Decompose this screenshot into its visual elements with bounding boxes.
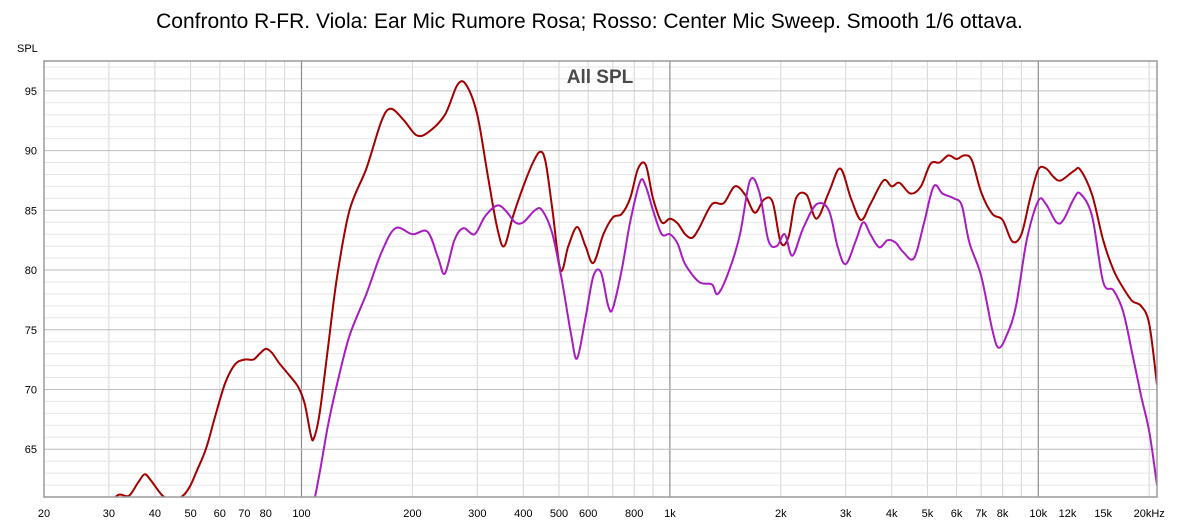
chart-title: Confronto R-FR. Viola: Ear Mic Rumore Ro…	[156, 10, 1023, 33]
series-line-2	[313, 177, 1157, 497]
series-line-1	[113, 80, 1157, 497]
chart-subtitle: All SPL	[567, 67, 634, 88]
y-tick-label: 90	[25, 146, 37, 158]
x-tick-label: 30	[103, 508, 115, 520]
x-tick-label: 200	[403, 508, 421, 520]
y-tick-label: 75	[25, 325, 37, 337]
x-tick-label: 50	[184, 508, 196, 520]
y-axis-label: SPL	[17, 43, 38, 55]
y-tick-label: 85	[25, 205, 37, 217]
x-tick-label: 10k	[1029, 508, 1047, 520]
x-tick-label: 100	[292, 508, 310, 520]
y-tick-label: 65	[25, 444, 37, 456]
plot-background	[44, 61, 1157, 497]
x-tick-label: 60	[214, 508, 226, 520]
y-tick-label: 70	[25, 385, 37, 397]
x-tick-label: 4k	[886, 508, 898, 520]
plot-area	[44, 61, 1157, 497]
x-tick-label: 15k	[1094, 508, 1112, 520]
x-tick-label: 500	[550, 508, 568, 520]
x-tick-label: 12k	[1059, 508, 1077, 520]
y-tick-labels: 65 70 75 80 85 90 95	[25, 86, 37, 456]
x-tick-label: 3k	[840, 508, 852, 520]
x-tick-label: 600	[579, 508, 597, 520]
y-tick-label: 80	[25, 265, 37, 277]
x-tick-label: 20kHz	[1134, 508, 1165, 520]
x-tick-label: 7k	[975, 508, 987, 520]
plot-frame	[43, 60, 1158, 498]
series-layer	[113, 80, 1157, 497]
x-tick-label: 1k	[664, 508, 676, 520]
x-tick-label: 80	[260, 508, 272, 520]
x-tick-label: 40	[149, 508, 161, 520]
x-tick-label: 20	[38, 508, 50, 520]
x-tick-label: 300	[468, 508, 486, 520]
x-tick-label: 400	[514, 508, 532, 520]
y-tick-label: 95	[25, 86, 37, 98]
x-tick-label: 800	[625, 508, 643, 520]
x-tick-label: 6k	[951, 508, 963, 520]
plot-border	[43, 60, 1158, 498]
x-tick-label: 5k	[922, 508, 934, 520]
grid-major-lines	[44, 61, 1157, 497]
x-tick-label: 2k	[775, 508, 787, 520]
x-tick-label: 8k	[997, 508, 1009, 520]
x-tick-label: 70	[238, 508, 250, 520]
x-tick-labels: 20 30 40 50 60 70 80 100 200 300 400 500 600 800 1k 2k 3…	[38, 508, 1165, 520]
